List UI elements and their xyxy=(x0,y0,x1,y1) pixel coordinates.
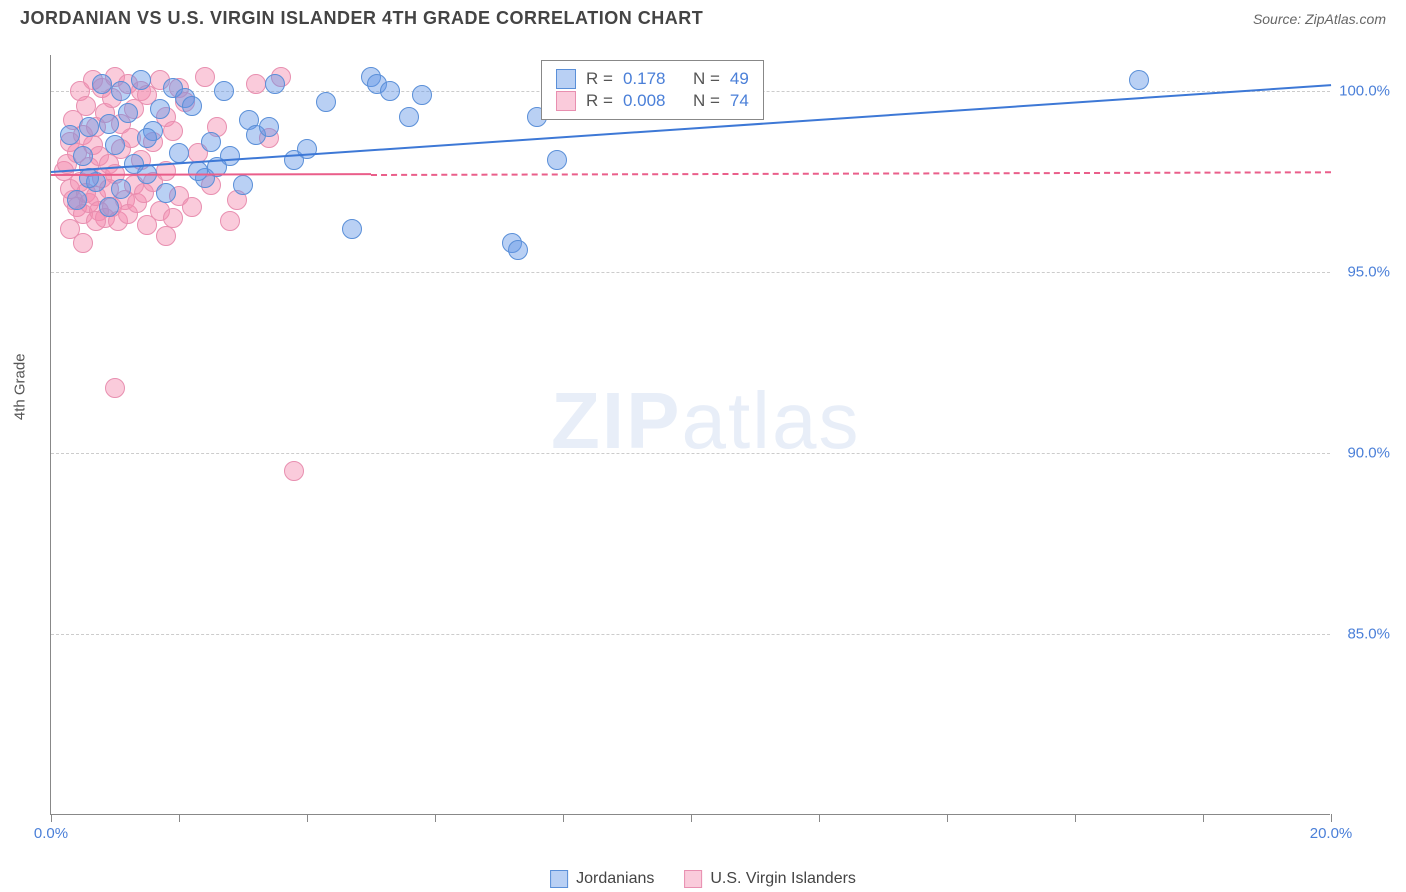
r-label: R = xyxy=(586,69,613,89)
n-label: N = xyxy=(693,69,720,89)
scatter-point xyxy=(105,378,125,398)
scatter-point xyxy=(156,183,176,203)
scatter-point xyxy=(156,226,176,246)
ytick-label: 90.0% xyxy=(1347,445,1390,462)
watermark-zip: ZIP xyxy=(551,376,681,465)
scatter-point xyxy=(163,121,183,141)
chart-area: 4th Grade ZIPatlas 85.0%90.0%95.0%100.0%… xyxy=(50,55,1390,835)
scatter-point xyxy=(79,117,99,137)
scatter-point xyxy=(342,219,362,239)
scatter-point xyxy=(111,81,131,101)
scatter-point xyxy=(111,179,131,199)
scatter-point xyxy=(412,85,432,105)
n-value: 74 xyxy=(730,91,749,111)
scatter-point xyxy=(201,132,221,152)
xtick xyxy=(51,814,52,822)
scatter-point xyxy=(233,175,253,195)
xtick-label: 0.0% xyxy=(34,825,68,842)
scatter-point xyxy=(105,135,125,155)
xtick xyxy=(563,814,564,822)
plot-region: ZIPatlas 85.0%90.0%95.0%100.0%0.0%20.0%R… xyxy=(50,55,1330,815)
scatter-point xyxy=(195,67,215,87)
scatter-point xyxy=(380,81,400,101)
legend-row: R = 0.178 N = 49 xyxy=(556,69,749,89)
scatter-point xyxy=(188,161,208,181)
xtick xyxy=(1331,814,1332,822)
correlation-legend: R = 0.178 N = 49 R = 0.008 N = 74 xyxy=(541,60,764,120)
swatch-usvi xyxy=(684,870,702,888)
xtick xyxy=(1203,814,1204,822)
scatter-point xyxy=(131,70,151,90)
xtick xyxy=(947,814,948,822)
watermark-atlas: atlas xyxy=(681,376,860,465)
xtick xyxy=(1075,814,1076,822)
scatter-point xyxy=(76,96,96,116)
legend-label-jordanians: Jordanians xyxy=(576,870,654,888)
xtick xyxy=(179,814,180,822)
scatter-point xyxy=(214,81,234,101)
scatter-point xyxy=(182,96,202,116)
legend-row: R = 0.008 N = 74 xyxy=(556,91,749,111)
r-value: 0.008 xyxy=(623,91,683,111)
scatter-point xyxy=(73,146,93,166)
scatter-point xyxy=(163,208,183,228)
legend-label-usvi: U.S. Virgin Islanders xyxy=(710,870,856,888)
xtick xyxy=(307,814,308,822)
scatter-point xyxy=(265,74,285,94)
ytick-label: 100.0% xyxy=(1339,83,1390,100)
scatter-point xyxy=(220,211,240,231)
source-label: Source: ZipAtlas.com xyxy=(1253,11,1386,27)
legend-item-jordanians: Jordanians xyxy=(550,870,654,888)
scatter-point xyxy=(99,114,119,134)
scatter-point xyxy=(60,125,80,145)
xtick xyxy=(819,814,820,822)
scatter-point xyxy=(246,74,266,94)
legend-bottom: Jordanians U.S. Virgin Islanders xyxy=(550,870,856,888)
chart-title: JORDANIAN VS U.S. VIRGIN ISLANDER 4TH GR… xyxy=(20,8,703,29)
y-axis-label: 4th Grade xyxy=(12,353,29,420)
scatter-point xyxy=(118,103,138,123)
scatter-point xyxy=(1129,70,1149,90)
scatter-point xyxy=(150,99,170,119)
xtick-label: 20.0% xyxy=(1310,825,1353,842)
scatter-point xyxy=(73,233,93,253)
gridline-h xyxy=(51,634,1330,635)
scatter-point xyxy=(67,190,87,210)
r-value: 0.178 xyxy=(623,69,683,89)
gridline-h xyxy=(51,272,1330,273)
n-value: 49 xyxy=(730,69,749,89)
scatter-point xyxy=(316,92,336,112)
legend-swatch xyxy=(556,91,576,111)
xtick xyxy=(691,814,692,822)
scatter-point xyxy=(137,128,157,148)
scatter-point xyxy=(99,197,119,217)
scatter-point xyxy=(92,74,112,94)
scatter-point xyxy=(124,154,144,174)
legend-item-usvi: U.S. Virgin Islanders xyxy=(684,870,856,888)
scatter-point xyxy=(508,240,528,260)
ytick-label: 95.0% xyxy=(1347,264,1390,281)
gridline-h xyxy=(51,453,1330,454)
trend-line xyxy=(371,171,1331,176)
scatter-point xyxy=(79,168,99,188)
scatter-point xyxy=(399,107,419,127)
scatter-point xyxy=(169,143,189,163)
xtick xyxy=(435,814,436,822)
r-label: R = xyxy=(586,91,613,111)
scatter-point xyxy=(259,117,279,137)
swatch-jordanians xyxy=(550,870,568,888)
scatter-point xyxy=(547,150,567,170)
scatter-point xyxy=(284,461,304,481)
n-label: N = xyxy=(693,91,720,111)
legend-swatch xyxy=(556,69,576,89)
scatter-point xyxy=(182,197,202,217)
ytick-label: 85.0% xyxy=(1347,626,1390,643)
